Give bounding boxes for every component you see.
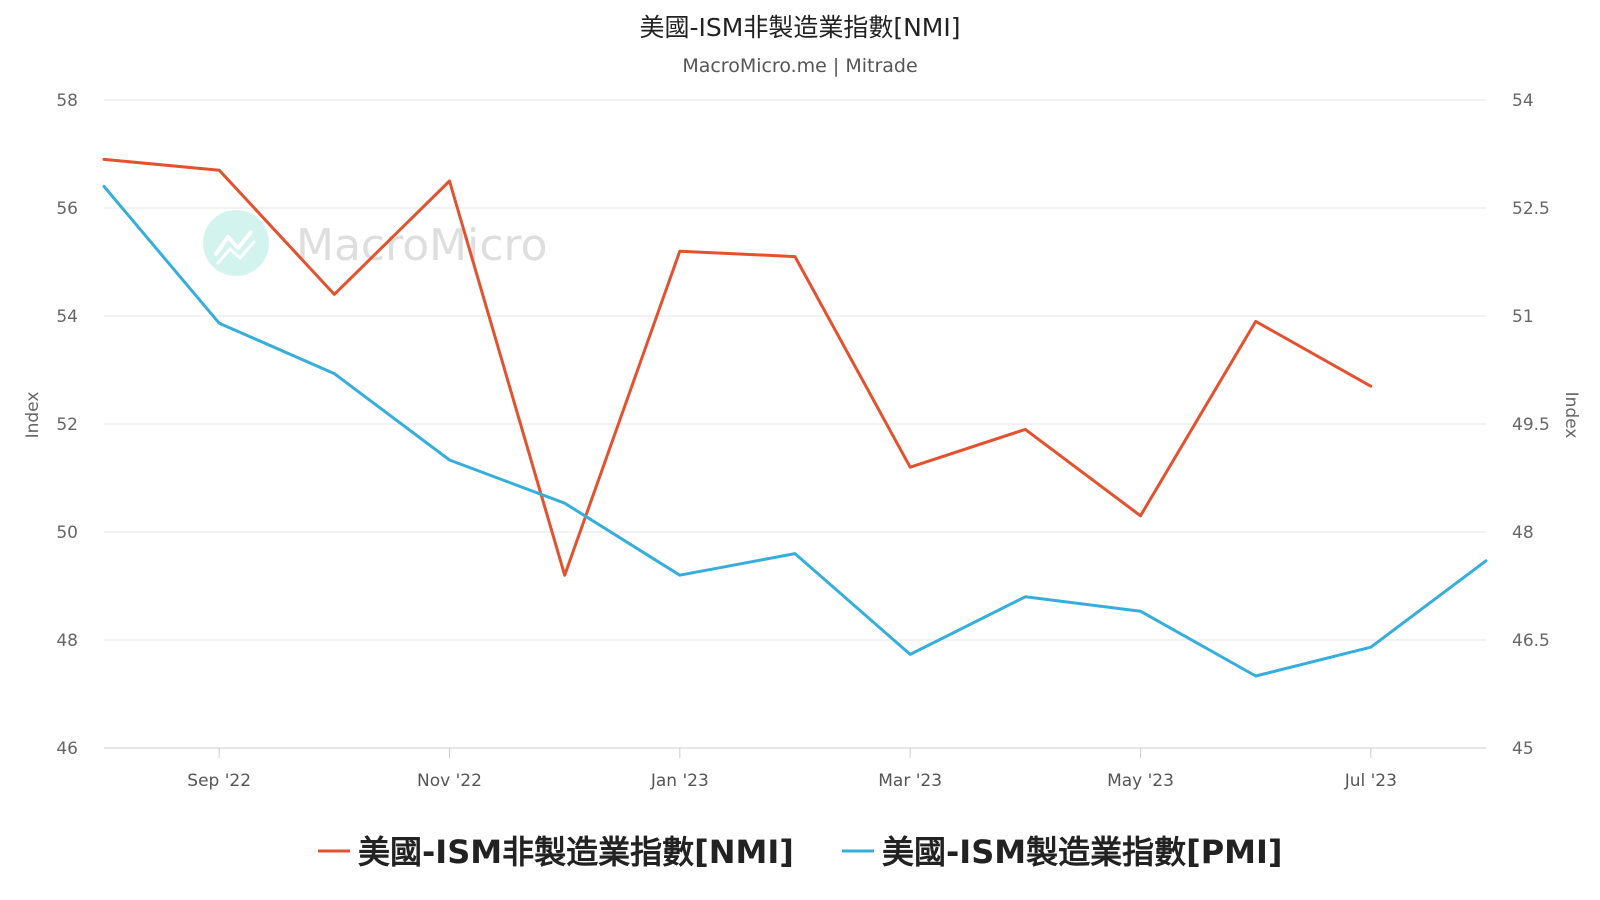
right-tick-label: 48 [1512,523,1534,543]
right-tick-label: 54 [1512,91,1534,111]
watermark-logo-mark2-icon [216,240,256,265]
series-lines [102,157,1488,678]
grid-lines [104,99,1486,749]
legend: 美國-ISM非製造業指數[NMI] 美國-ISM製造業指數[PMI] [318,833,1283,871]
right-tick-label: 49.5 [1512,415,1550,435]
right-tick-label: 52.5 [1512,199,1550,219]
left-tick-label: 52 [56,415,78,435]
x-tick-label: Sep '22 [187,771,251,791]
left-tick-label: 50 [56,523,78,543]
right-axis-ticks: 45 46.5 48 49.5 51 52.5 54 [1512,91,1550,759]
watermark: MacroMicro [203,210,548,276]
legend-label-nmi[interactable]: 美國-ISM非製造業指數[NMI] [358,833,794,871]
right-axis-label: Index [1561,392,1581,439]
series-line-nmi[interactable] [102,157,1373,577]
right-tick-label: 45 [1512,739,1534,759]
x-tick-label: Mar '23 [878,771,942,791]
left-tick-label: 48 [56,631,78,651]
watermark-logo-icon [203,210,269,276]
x-tick-label: Jan '23 [650,771,709,791]
x-tick-label: Jul '23 [1344,771,1397,791]
chart-subtitle: MacroMicro.me | Mitrade [682,55,917,77]
legend-label-pmi[interactable]: 美國-ISM製造業指數[PMI] [882,833,1283,871]
left-axis-ticks: 46 48 50 52 54 56 58 [56,91,78,759]
right-tick-label: 46.5 [1512,631,1550,651]
left-tick-label: 46 [56,739,78,759]
left-tick-label: 56 [56,199,78,219]
right-tick-label: 51 [1512,307,1534,327]
watermark-text: MacroMicro [296,220,548,271]
chart-title: 美國-ISM非製造業指數[NMI] [640,13,961,42]
series-line-pmi[interactable] [102,184,1488,678]
left-tick-label: 54 [56,307,78,327]
left-tick-label: 58 [56,91,78,111]
x-axis: Sep '22 Nov '22 Jan '23 Mar '23 May '23 Jul '… [104,747,1486,791]
x-tick-label: Nov '22 [417,771,482,791]
x-tick-label: May '23 [1107,771,1174,791]
watermark-logo-mark-icon [214,230,253,256]
left-axis-label: Index [23,392,43,439]
